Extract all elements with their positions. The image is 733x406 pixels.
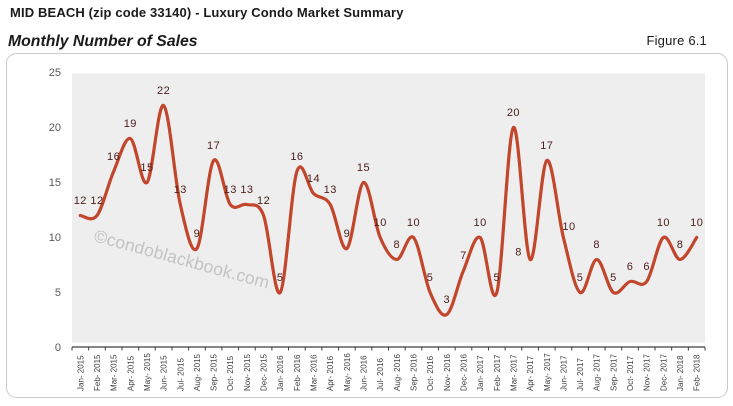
- svg-text:8: 8: [593, 239, 600, 251]
- svg-text:22: 22: [157, 85, 170, 97]
- svg-text:Mar- 2015: Mar- 2015: [110, 354, 119, 391]
- svg-text:Jun- 2015: Jun- 2015: [160, 355, 169, 391]
- svg-text:10: 10: [49, 232, 61, 244]
- svg-text:12: 12: [90, 195, 103, 207]
- svg-text:Aug- 2017: Aug- 2017: [593, 354, 602, 391]
- svg-text:5: 5: [610, 272, 617, 284]
- svg-text:Oct- 2016: Oct- 2016: [426, 355, 435, 391]
- svg-text:20: 20: [49, 122, 61, 134]
- svg-text:Feb- 2017: Feb- 2017: [493, 354, 502, 391]
- svg-text:15: 15: [140, 162, 153, 174]
- svg-text:25: 25: [49, 67, 61, 79]
- svg-text:Nov- 2017: Nov- 2017: [643, 354, 652, 391]
- svg-text:9: 9: [194, 228, 201, 240]
- svg-text:12: 12: [257, 195, 270, 207]
- svg-text:May- 2015: May- 2015: [143, 353, 152, 391]
- svg-text:Feb- 2015: Feb- 2015: [93, 354, 102, 391]
- svg-text:10: 10: [690, 217, 703, 229]
- svg-text:5: 5: [427, 272, 434, 284]
- svg-text:10: 10: [407, 217, 420, 229]
- svg-text:Sep- 2015: Sep- 2015: [210, 354, 219, 391]
- svg-text:Dec- 2015: Dec- 2015: [260, 354, 269, 391]
- svg-text:Jul- 2015: Jul- 2015: [176, 358, 185, 391]
- svg-text:20: 20: [507, 107, 520, 119]
- svg-text:Sep- 2016: Sep- 2016: [410, 354, 419, 391]
- svg-text:8: 8: [515, 247, 522, 259]
- svg-text:5: 5: [55, 287, 61, 299]
- svg-text:13: 13: [324, 184, 337, 196]
- svg-text:10: 10: [657, 217, 670, 229]
- svg-text:Oct- 2017: Oct- 2017: [626, 355, 635, 391]
- svg-text:9: 9: [344, 228, 351, 240]
- svg-text:17: 17: [540, 140, 553, 152]
- svg-text:Jun- 2017: Jun- 2017: [559, 355, 568, 391]
- svg-text:16: 16: [290, 151, 303, 163]
- svg-text:15: 15: [357, 162, 370, 174]
- svg-text:5: 5: [494, 272, 501, 284]
- svg-text:13: 13: [224, 184, 237, 196]
- svg-text:Jan- 2018: Jan- 2018: [676, 355, 685, 391]
- svg-text:15: 15: [49, 177, 61, 189]
- svg-text:Apr- 2017: Apr- 2017: [526, 355, 535, 391]
- svg-text:8: 8: [394, 239, 401, 251]
- svg-text:Aug- 2015: Aug- 2015: [193, 354, 202, 391]
- svg-text:3: 3: [444, 294, 451, 306]
- svg-text:May- 2016: May- 2016: [343, 353, 352, 391]
- svg-text:Sep- 2017: Sep- 2017: [609, 354, 618, 391]
- svg-text:Dec- 2017: Dec- 2017: [659, 354, 668, 391]
- svg-text:13: 13: [240, 184, 253, 196]
- svg-text:10: 10: [474, 217, 487, 229]
- svg-text:13: 13: [174, 184, 187, 196]
- svg-text:Nov- 2015: Nov- 2015: [243, 354, 252, 391]
- svg-text:Apr- 2016: Apr- 2016: [326, 355, 335, 391]
- svg-text:Feb- 2018: Feb- 2018: [693, 354, 702, 391]
- svg-text:6: 6: [627, 261, 634, 273]
- svg-text:19: 19: [124, 118, 137, 130]
- svg-text:12: 12: [74, 195, 87, 207]
- svg-text:Jan- 2016: Jan- 2016: [276, 355, 285, 391]
- svg-text:Apr- 2015: Apr- 2015: [126, 355, 135, 391]
- svg-text:Nov- 2016: Nov- 2016: [443, 354, 452, 391]
- svg-text:5: 5: [577, 272, 584, 284]
- svg-text:8: 8: [677, 239, 684, 251]
- svg-text:Oct- 2015: Oct- 2015: [226, 355, 235, 391]
- svg-text:Feb- 2016: Feb- 2016: [293, 354, 302, 391]
- svg-text:10: 10: [562, 221, 575, 233]
- svg-text:May- 2017: May- 2017: [543, 353, 552, 391]
- svg-text:Jul- 2016: Jul- 2016: [376, 358, 385, 391]
- svg-text:0: 0: [55, 342, 61, 354]
- svg-text:Jul- 2017: Jul- 2017: [576, 358, 585, 391]
- svg-text:10: 10: [374, 217, 387, 229]
- svg-text:Aug- 2016: Aug- 2016: [393, 354, 402, 391]
- svg-text:16: 16: [107, 151, 120, 163]
- svg-text:7: 7: [460, 250, 467, 262]
- svg-text:17: 17: [207, 140, 220, 152]
- svg-text:Jan- 2017: Jan- 2017: [476, 355, 485, 391]
- svg-text:Jan- 2015: Jan- 2015: [76, 355, 85, 391]
- svg-text:Dec- 2016: Dec- 2016: [460, 354, 469, 391]
- svg-text:Mar- 2017: Mar- 2017: [509, 354, 518, 391]
- svg-text:5: 5: [277, 272, 284, 284]
- svg-text:6: 6: [643, 261, 650, 273]
- svg-text:14: 14: [307, 173, 320, 185]
- svg-text:Mar- 2016: Mar- 2016: [310, 354, 319, 391]
- svg-text:Jun- 2016: Jun- 2016: [360, 355, 369, 391]
